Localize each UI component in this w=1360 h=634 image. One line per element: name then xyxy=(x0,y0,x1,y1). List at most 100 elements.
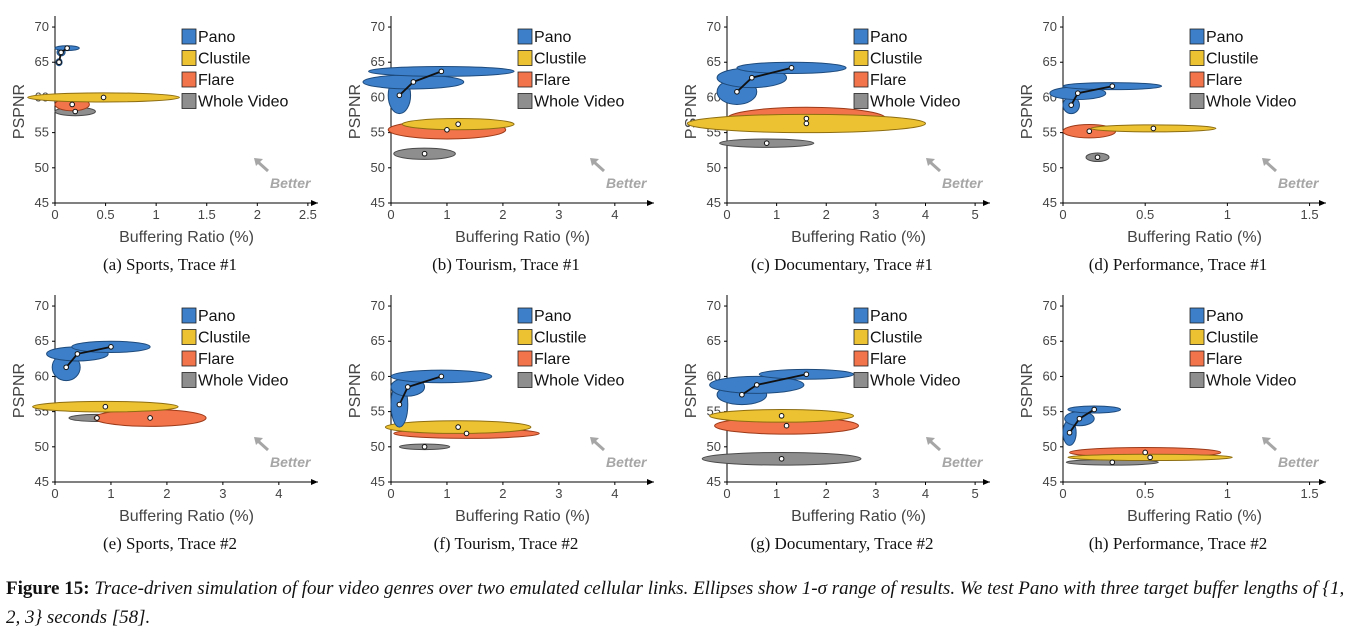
legend-swatch-whole-video xyxy=(517,93,533,109)
legend-swatch-flare xyxy=(1189,350,1205,367)
figure-caption-text: Trace-driven simulation of four video ge… xyxy=(6,578,1345,628)
legend-swatch-pano xyxy=(181,28,197,45)
legend-label-pano: Pano xyxy=(870,308,907,325)
y-axis-label: PSPNR xyxy=(1019,84,1036,139)
subcaption-d: (d) Performance, Trace #1 xyxy=(1088,255,1268,274)
y-tick-label: 45 xyxy=(371,195,385,210)
legend-swatch-pano xyxy=(853,28,869,45)
legend-label-flare: Flare xyxy=(1206,351,1243,368)
mean-point-whole-video xyxy=(763,140,770,146)
x-axis-label: Buffering Ratio (%) xyxy=(455,508,590,525)
x-tick-label: 1 xyxy=(773,486,780,501)
y-tick-label: 70 xyxy=(1043,19,1057,34)
panel-c: 45 50 55 60 65 70 0 1 2 3 4 5 Buffering Ratio (%) PSP… xyxy=(672,0,1012,285)
y-tick-label: 65 xyxy=(1043,333,1057,348)
x-axis-arrow xyxy=(311,479,318,485)
x-axis-label: Buffering Ratio (%) xyxy=(119,508,254,525)
x-tick-label: 3 xyxy=(872,486,879,501)
better-annotation: Better xyxy=(926,437,984,470)
y-axis-label: PSPNR xyxy=(1019,363,1036,418)
legend-swatch-flare xyxy=(181,350,197,367)
better-annotation: Better xyxy=(1262,158,1320,191)
x-tick-label: 0 xyxy=(1059,486,1066,501)
legend-swatch-whole-video xyxy=(1189,93,1205,109)
x-tick-label: 3 xyxy=(219,486,226,501)
y-tick-label: 65 xyxy=(707,333,721,348)
better-annotation: Better xyxy=(926,158,984,191)
legend-label-clustile: Clustile xyxy=(1206,330,1259,347)
x-tick-label: 5 xyxy=(971,207,978,222)
better-arrow-shaft xyxy=(928,160,942,173)
x-tick-label: 0 xyxy=(387,207,394,222)
mean-point-whole-video xyxy=(778,455,785,462)
y-tick-label: 70 xyxy=(1043,298,1057,313)
y-tick-label: 50 xyxy=(1043,160,1057,175)
better-annotation: Better xyxy=(590,158,648,191)
legend-swatch-flare xyxy=(1189,71,1205,88)
x-tick-label: 5 xyxy=(971,486,978,501)
mean-point-pano xyxy=(108,344,114,350)
x-tick-label: 2 xyxy=(499,486,506,501)
x-tick-label: 4 xyxy=(611,207,618,222)
x-axis-arrow xyxy=(983,200,990,206)
y-tick-label: 55 xyxy=(1043,404,1057,419)
legend-label-whole-video: Whole Video xyxy=(1206,94,1297,111)
subcaption-f: (f) Tourism, Trace #2 xyxy=(433,534,579,553)
y-tick-label: 45 xyxy=(707,195,721,210)
panel-h: 45 50 55 60 65 70 0 0.5 1 1.5 Buffering Ratio (%) P… xyxy=(1008,279,1348,564)
x-tick-label: 1 xyxy=(1224,486,1231,501)
legend-label-whole-video: Whole Video xyxy=(534,94,625,111)
better-label: Better xyxy=(942,454,984,470)
legend-swatch-whole-video xyxy=(1189,372,1205,388)
x-tick-label: 1 xyxy=(107,486,114,501)
x-tick-label: 2 xyxy=(499,207,506,222)
x-tick-label: 0 xyxy=(1059,207,1066,222)
mean-point-flare xyxy=(803,115,810,122)
better-label: Better xyxy=(942,175,984,191)
x-tick-label: 2 xyxy=(254,207,261,222)
y-tick-label: 55 xyxy=(371,404,385,419)
legend-swatch-pano xyxy=(181,307,197,324)
mean-point-whole-video xyxy=(1094,154,1101,161)
x-tick-label: 1 xyxy=(443,486,450,501)
mean-point-flare xyxy=(1142,449,1148,456)
y-axis-label: PSPNR xyxy=(683,363,700,418)
y-tick-label: 70 xyxy=(371,19,385,34)
x-tick-label: 1.5 xyxy=(1301,207,1319,222)
y-tick-label: 45 xyxy=(35,195,49,210)
legend-label-flare: Flare xyxy=(198,72,235,89)
mean-point-pano xyxy=(64,45,70,51)
y-tick-label: 60 xyxy=(371,368,385,383)
better-label: Better xyxy=(606,175,648,191)
y-tick-label: 45 xyxy=(1043,474,1057,489)
panel-e: 45 50 55 60 65 70 0 1 2 3 4 Buffering Ratio (%) PSPN… xyxy=(0,279,340,564)
legend-swatch-flare xyxy=(181,71,197,88)
legend-label-clustile: Clustile xyxy=(198,330,251,347)
x-tick-label: 0 xyxy=(51,207,58,222)
chart-f: 45 50 55 60 65 70 0 1 2 3 4 Buffering Ratio (%) PSPN… xyxy=(347,295,654,525)
better-arrow-head xyxy=(590,158,599,166)
x-axis-label: Buffering Ratio (%) xyxy=(791,508,926,525)
legend-label-pano: Pano xyxy=(1206,308,1243,325)
subcaption-h: (h) Performance, Trace #2 xyxy=(1088,534,1268,553)
y-tick-label: 60 xyxy=(1043,368,1057,383)
mean-point-clustile xyxy=(102,403,109,410)
legend-label-pano: Pano xyxy=(198,29,235,46)
y-axis-label: PSPNR xyxy=(11,363,28,418)
better-label: Better xyxy=(270,175,312,191)
mean-point-pano xyxy=(734,88,740,95)
y-tick-label: 45 xyxy=(1043,195,1057,210)
legend-swatch-clustile xyxy=(853,50,869,66)
legend-swatch-whole-video xyxy=(853,93,869,109)
panel-g: 45 50 55 60 65 70 0 1 2 3 4 5 Buffering Ratio (%) PSP… xyxy=(672,279,1012,564)
x-tick-label: 2 xyxy=(163,486,170,501)
x-tick-label: 0.5 xyxy=(1136,207,1154,222)
mean-point-pano xyxy=(1074,90,1081,96)
legend-swatch-flare xyxy=(853,350,869,367)
mean-point-pano xyxy=(749,74,755,81)
mean-point-pano xyxy=(410,79,417,85)
panel-d: 45 50 55 60 65 70 0 0.5 1 1.5 Buffering Ratio (%) P… xyxy=(1008,0,1348,285)
